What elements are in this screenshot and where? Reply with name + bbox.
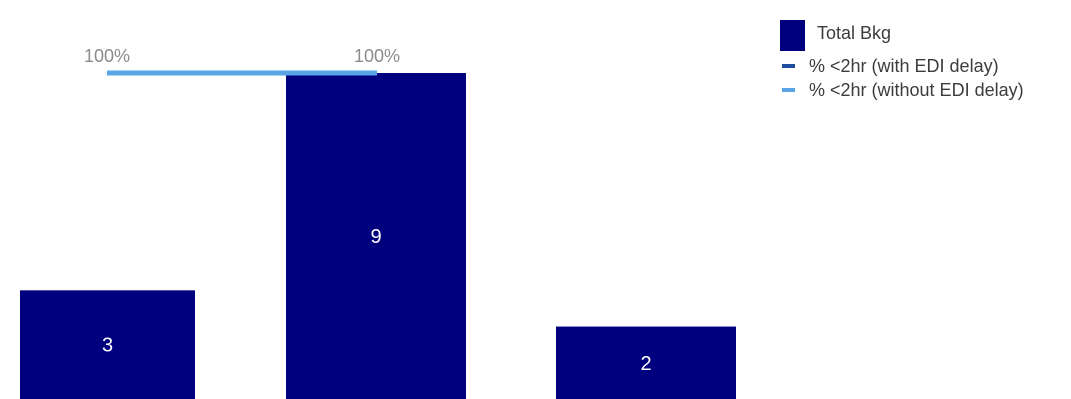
legend-label-total-bkg: Total Bkg — [817, 23, 892, 43]
legend-item-with-edi: % <2hr (with EDI delay) — [780, 54, 1024, 78]
legend-item-without-edi: % <2hr (without EDI delay) — [780, 78, 1024, 102]
bar-3 — [556, 326, 736, 399]
pct-label-2: 100% — [354, 46, 400, 66]
legend-label-with-edi: % <2hr (with EDI delay) — [809, 55, 999, 76]
bar-1 — [20, 290, 195, 399]
legend-swatch-without-edi — [782, 88, 795, 92]
legend-item-total-bkg: Total Bkg — [780, 20, 1024, 54]
bar-value-label-2: 9 — [370, 226, 381, 248]
legend-swatch-with-edi — [782, 64, 795, 68]
legend-label-without-edi: % <2hr (without EDI delay) — [809, 79, 1024, 100]
bar-value-label-3: 2 — [640, 353, 651, 375]
bar-2 — [286, 73, 466, 399]
bar-value-label-1: 3 — [102, 335, 113, 357]
pct-label-1: 100% — [84, 46, 130, 66]
legend-swatch-total-bkg — [780, 20, 805, 51]
chart-legend: Total Bkg % <2hr (with EDI delay) % <2hr… — [780, 20, 1024, 102]
